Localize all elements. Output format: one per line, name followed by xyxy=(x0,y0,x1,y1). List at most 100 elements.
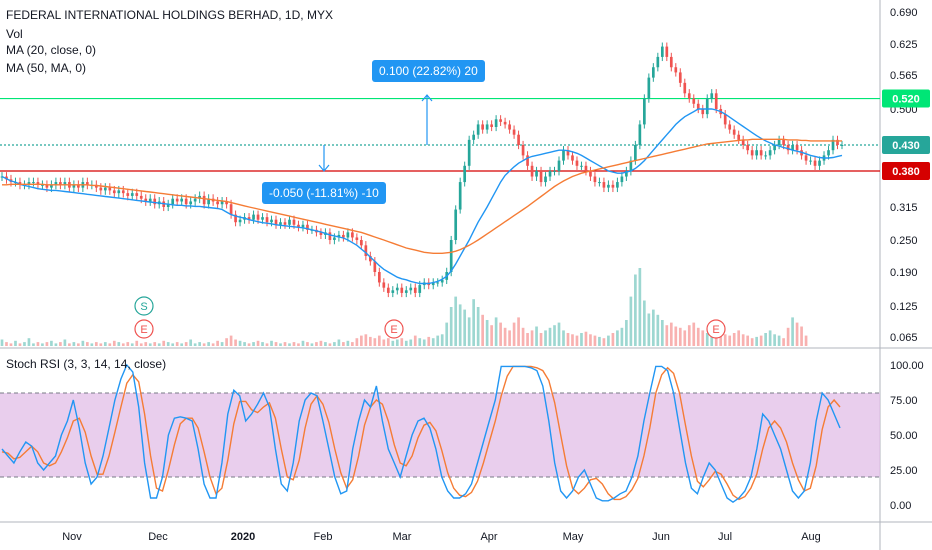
candle-body xyxy=(737,134,741,140)
candle-body xyxy=(485,124,489,130)
price-tick-label: 0.065 xyxy=(890,332,918,344)
volume-bar xyxy=(108,343,112,346)
volume-bar xyxy=(449,307,453,346)
volume-bar xyxy=(234,339,237,346)
volume-bar xyxy=(422,339,426,346)
time-tick-label: 2020 xyxy=(231,531,255,543)
volume-bar xyxy=(777,335,781,346)
candle-body xyxy=(180,198,184,202)
volume-bar xyxy=(270,340,273,346)
volume-bar xyxy=(571,334,574,346)
candle-body xyxy=(36,182,40,185)
volume-bar xyxy=(732,333,736,346)
volume-bar xyxy=(265,343,269,346)
candle-body xyxy=(732,129,736,135)
volume-bar xyxy=(512,322,516,346)
volume-bar xyxy=(130,343,134,346)
volume-bar xyxy=(409,339,413,346)
volume-bar xyxy=(324,342,327,346)
volume-bar xyxy=(413,335,417,346)
volume-bar xyxy=(337,339,341,346)
volume-bar xyxy=(562,330,565,346)
volume-bar xyxy=(153,342,157,346)
candle-body xyxy=(553,171,556,172)
ma20-line xyxy=(1,108,843,285)
candle-body xyxy=(616,182,619,188)
volume-bar xyxy=(63,339,67,346)
measure-down-label[interactable]: -0.050 (-11.81%) -10 xyxy=(262,182,386,204)
volume-bar xyxy=(517,317,520,346)
volume-bar xyxy=(59,342,62,346)
rsi-tick-label: 75.00 xyxy=(890,395,918,407)
candle-body xyxy=(660,46,664,57)
volume-bar xyxy=(485,320,489,346)
candle-body xyxy=(827,150,830,156)
volume-bar xyxy=(243,342,246,346)
candle-body xyxy=(544,176,547,183)
volume-bar xyxy=(283,342,287,346)
volume-bar xyxy=(705,333,709,346)
candle-body xyxy=(656,56,660,68)
volume-bar xyxy=(755,336,758,346)
candle-body xyxy=(355,237,359,240)
volume-bar xyxy=(184,342,188,346)
candle-body xyxy=(130,193,134,196)
volume-bar xyxy=(759,335,763,346)
event-earnings-label: E xyxy=(390,324,397,336)
volume-bar xyxy=(391,340,395,346)
candle-body xyxy=(207,198,210,205)
candle-body xyxy=(526,155,529,166)
candle-body xyxy=(710,93,714,99)
volume-bar xyxy=(580,333,583,346)
candle-body xyxy=(166,204,170,207)
candle-body xyxy=(5,176,8,180)
candle-body xyxy=(773,145,776,151)
volume-bar xyxy=(737,330,741,346)
measure-up-label[interactable]: 0.100 (22.82%) 20 xyxy=(372,60,485,82)
candle-body xyxy=(126,193,130,196)
volume-bar xyxy=(521,327,525,346)
volume-bar xyxy=(261,342,264,346)
time-tick-label: Nov xyxy=(62,531,82,543)
candle-body xyxy=(59,182,62,185)
candle-body xyxy=(647,77,651,99)
candle-body xyxy=(50,184,53,188)
legend-ma20: MA (20, close, 0) xyxy=(6,43,97,57)
volume-bar xyxy=(198,342,201,346)
candle-body xyxy=(270,219,273,223)
candle-body xyxy=(413,287,417,293)
candle-body xyxy=(813,160,817,166)
volume-bar xyxy=(112,340,116,346)
chart-title: FEDERAL INTERNATIONAL HOLDINGS BERHAD, 1… xyxy=(6,8,333,22)
candle-body xyxy=(481,124,484,130)
volume-bar xyxy=(683,330,687,346)
candle-body xyxy=(184,198,188,205)
candle-body xyxy=(72,184,76,188)
event-earnings-marker xyxy=(384,319,404,339)
volume-bar xyxy=(225,338,228,346)
volume-bar xyxy=(723,334,727,346)
volume-bar xyxy=(553,325,556,346)
candle-body xyxy=(795,145,799,151)
event-earnings-label: E xyxy=(712,324,719,336)
volume-bar xyxy=(288,343,291,346)
volume-bar xyxy=(773,334,776,346)
volume-bar xyxy=(786,327,790,346)
rsi-k-line xyxy=(1,363,841,504)
volume-bar xyxy=(377,335,381,346)
candle-body xyxy=(220,201,224,205)
time-tick-label: Feb xyxy=(314,531,333,543)
candle-body xyxy=(741,139,745,145)
volume-bar xyxy=(117,342,121,346)
volume-bar xyxy=(476,307,480,346)
candle-body xyxy=(436,282,440,284)
volume-bar xyxy=(764,333,767,346)
volume-bar xyxy=(229,335,233,346)
candle-body xyxy=(723,114,727,125)
candle-body xyxy=(692,98,696,104)
time-tick-label: May xyxy=(563,531,584,543)
candle-body xyxy=(288,219,291,225)
candle-body xyxy=(625,171,628,177)
last-price-badge-text: 0.430 xyxy=(892,140,920,152)
